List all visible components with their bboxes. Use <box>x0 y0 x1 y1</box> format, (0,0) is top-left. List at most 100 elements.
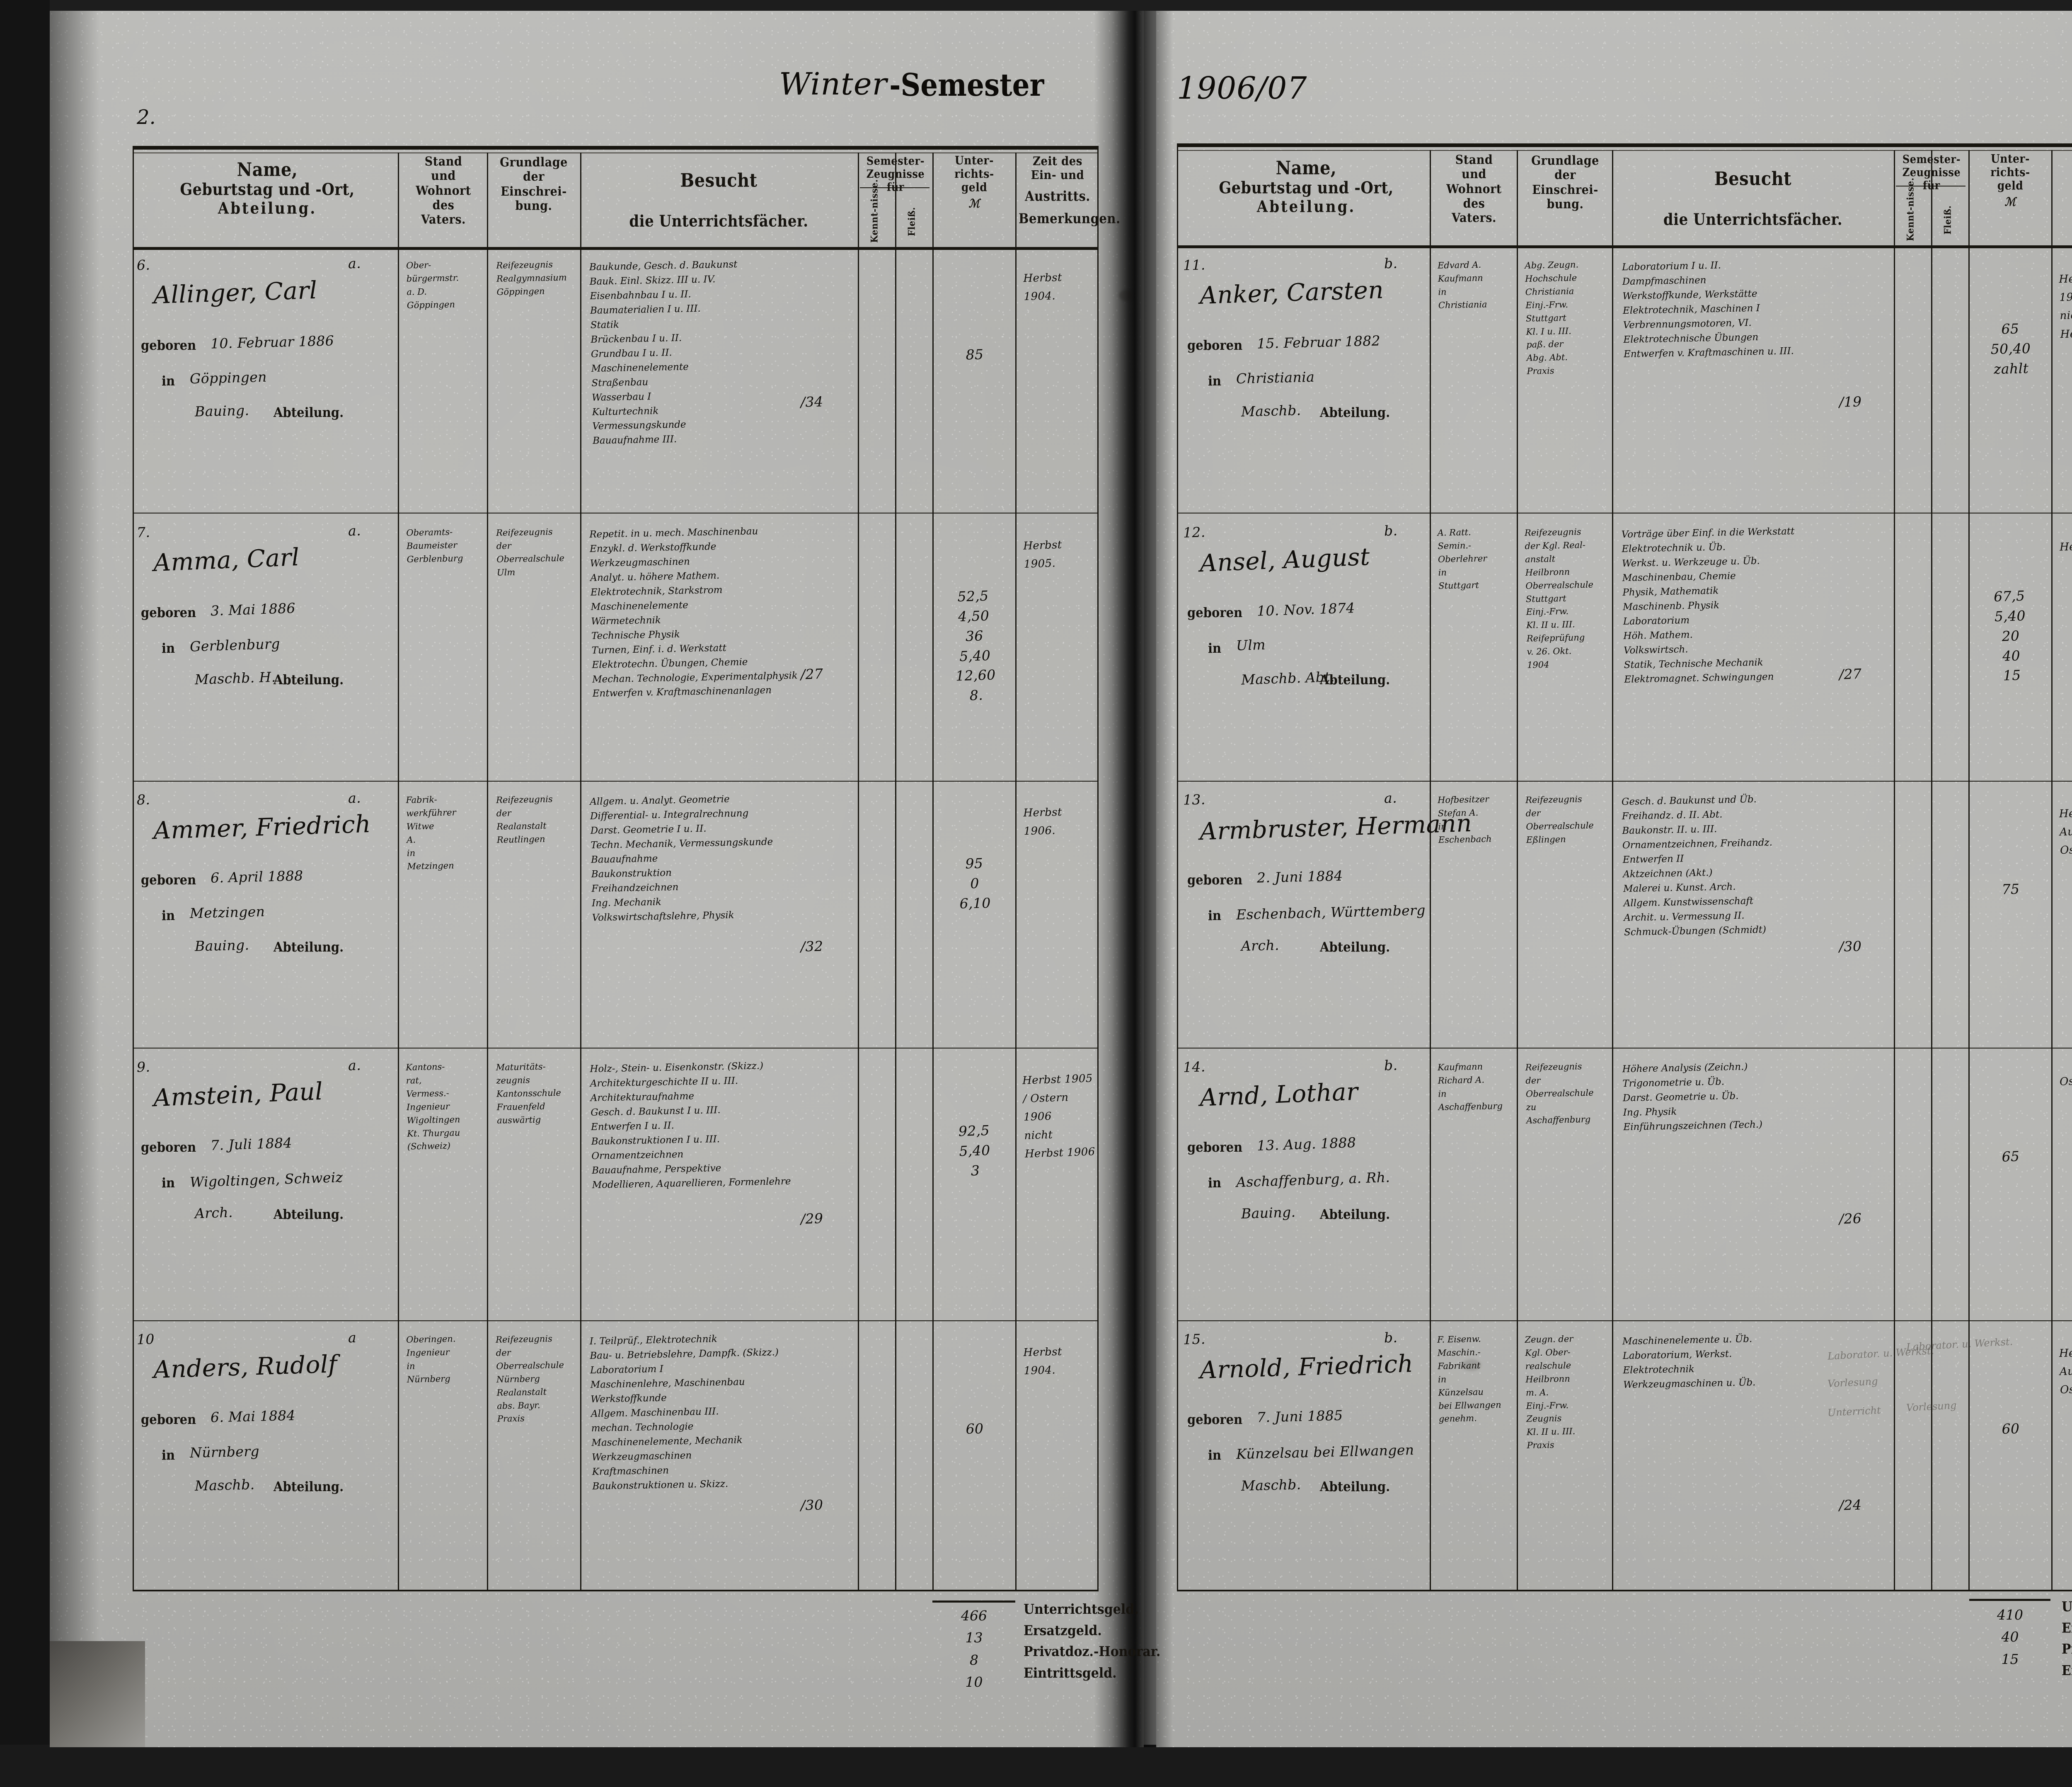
right-row-1-section: b. <box>1384 522 1398 539</box>
right-row-4-birth-date: 7. Juni 1885 <box>1256 1407 1343 1426</box>
left-row-2-tuition: 95 0 6,10 <box>959 855 991 912</box>
left-row-3-remarks: Herbst 1905 / Ostern 1906 nicht Herbst 1… <box>1022 1072 1096 1160</box>
left-row-4-birth-place: Nürnberg <box>189 1443 260 1461</box>
left-row-0-in-label: in <box>162 373 175 389</box>
left-row-4-subject-count: /30 <box>800 1496 823 1513</box>
left-row-0-remarks: Herbst 1904. <box>1023 271 1063 303</box>
left-row-0-abteilung-value: Bauing. <box>194 402 249 420</box>
right-col-rule-6 <box>1968 150 1970 1590</box>
right-table-top-rule <box>1177 143 2072 147</box>
right-row-4-abteilung-value: Maschb. <box>1241 1476 1302 1494</box>
left-col-rule-5 <box>895 153 896 1590</box>
photo-border-bottom <box>0 1745 2072 1787</box>
ink-blot <box>1119 290 1133 301</box>
right-row-4-father: F. Eisenw. Maschin.- Fabrikant in Künzel… <box>1437 1334 1501 1424</box>
header-name-right: Name, Geburtstag und -Ort, Abteilung. <box>1219 157 1394 216</box>
left-row-3-tuition: 92,5 5,40 3 <box>958 1122 991 1179</box>
left-row-0-section: a. <box>348 255 361 272</box>
left-row-1-remarks: Herbst 1905. <box>1023 538 1063 571</box>
left-row-3-geboren-label: geboren <box>141 1139 196 1155</box>
right-row-4-section: b. <box>1384 1329 1398 1346</box>
left-row-1-subject-count: /27 <box>800 666 823 683</box>
left-col-rule-6 <box>932 153 934 1590</box>
right-header-bottom-rule <box>1177 245 2072 248</box>
right-row-2-number: 13. <box>1183 791 1206 808</box>
right-row-2-abteilung-value: Arch. <box>1241 937 1280 954</box>
left-row-4-tuition: 60 <box>966 1420 984 1437</box>
left-table-top-rule <box>133 146 1098 150</box>
right-row-1-geboren-label: geboren <box>1187 605 1243 620</box>
header-besucht-left: Besucht die Unterrichtsfächer. <box>629 169 808 231</box>
left-row-3-number: 9. <box>136 1058 150 1075</box>
page-number-left: 2. <box>137 106 156 129</box>
right-row-3-abteilung-label: Abteilung. <box>1320 1206 1390 1222</box>
right-row-0-tuition: 65 50,40 zahlt <box>1990 320 2031 377</box>
left-col-rule-4 <box>858 153 859 1590</box>
left-row-3-subjects: Holz-, Stein- u. Eisenkonstr. (Skizz.) A… <box>590 1060 791 1191</box>
title-fraktur-semester: -Semester <box>889 66 1044 104</box>
left-row-4-abteilung-label: Abteilung. <box>274 1479 344 1494</box>
header-stand-left: Stand und Wohnort des Vaters. <box>416 154 471 227</box>
right-row-1-father: A. Ratt. Semin.- Oberlehrer in Stuttgart <box>1437 527 1487 591</box>
right-row-0-grundlage: Abg. Zeugn. Hochschule Christiania Einj.… <box>1525 259 1579 377</box>
left-row-0-birth-place: Göppingen <box>189 368 267 387</box>
left-row-2-subject-count: /32 <box>800 938 823 955</box>
right-row-0-abteilung-value: Maschb. <box>1241 402 1302 420</box>
left-row-4-section: a <box>348 1329 357 1346</box>
right-row-2-father: Hofbesitzer Stefan A. in Eschenbach <box>1437 794 1492 845</box>
right-row-4-grundlage: Zeugn. der Kgl. Ober- realschule Heilbro… <box>1525 1334 1576 1451</box>
left-row-1-birth-date: 3. Mai 1886 <box>210 600 296 619</box>
ink-blot <box>1462 1359 1481 1371</box>
right-row-2-subjects: Gesch. d. Baukunst und Üb. Freihandz. d.… <box>1621 794 1773 938</box>
header-zeit-left: Zeit des Ein- und Austritts. Bemerkungen… <box>1019 154 1121 227</box>
right-row-4-subject-count: /24 <box>1839 1496 1862 1513</box>
left-row-2-father: Fabrik- werkführer Witwe A. in Metzingen <box>406 794 456 872</box>
header-stand-right: Stand und Wohnort des Vaters. <box>1446 153 1502 225</box>
left-row-sep-4 <box>133 1320 1098 1321</box>
right-row-3-in-label: in <box>1208 1175 1222 1191</box>
left-row-3-grundlage: Maturitäts- zeugnis Kantonsschule Frauen… <box>496 1061 562 1126</box>
left-row-4-geboren-label: geboren <box>141 1412 196 1427</box>
title-handwritten-winter: Winter <box>779 66 887 102</box>
header-grundlage-left: Grundlage der Einschrei- bung. <box>500 155 568 213</box>
left-page-shadow <box>50 11 99 1747</box>
header-zeit-right: Zeit des Ein- und Austritts. Bemerkungen… <box>2055 153 2072 211</box>
right-row-2-remarks: Herbst 1903. Ausgetreten Ostern 1907 <box>2059 806 2072 857</box>
left-row-0-number: 6. <box>136 257 150 274</box>
right-row-2-section: a. <box>1384 789 1397 806</box>
left-row-0-birth-date: 10. Februar 1886 <box>210 332 334 352</box>
right-row-0-name: Anker, Carsten <box>1199 276 1384 310</box>
right-row-sep-2 <box>1177 781 2072 782</box>
header-besucht-right: Besucht die Unterrichtsfächer. <box>1663 167 1843 230</box>
right-row-0-number: 11. <box>1183 257 1206 274</box>
left-row-sep-2 <box>133 781 1098 782</box>
right-row-4-in-label: in <box>1208 1447 1222 1463</box>
left-row-1-father: Oberamts- Baumeister Gerblenburg <box>406 527 463 564</box>
right-col-rule-5 <box>1931 150 1932 1590</box>
left-row-3-abteilung-value: Arch. <box>194 1204 233 1222</box>
left-row-1-grundlage: Reifezeugnis der Oberrealschule Ulm <box>496 527 565 578</box>
right-row-2-abteilung-label: Abteilung. <box>1320 939 1390 955</box>
left-row-4-grundlage: Reifezeugnis der Oberrealschule Nürnberg… <box>495 1334 564 1424</box>
left-row-3-in-label: in <box>162 1175 175 1191</box>
header-fleiss-left: Fleiß. <box>906 207 917 237</box>
left-footer-labels: Unterrichtsgeld. Ersatzgeld. Privatdoz.-… <box>1024 1601 1161 1681</box>
left-row-1-in-label: in <box>162 640 175 656</box>
header-zeugnisse-left: Semester- Zeugnisse für <box>866 154 925 194</box>
right-row-sep-4 <box>1177 1320 2072 1321</box>
right-row-0-father: Edvard A. Kaufmann in Christiania <box>1437 259 1487 310</box>
right-table-bottom-rule <box>1177 1590 2072 1591</box>
right-row-3-grundlage: Reifezeugnis der Oberrealschule zu Ascha… <box>1525 1061 1594 1126</box>
left-row-1-section: a. <box>348 522 361 539</box>
left-row-0-geboren-label: geboren <box>141 337 196 353</box>
right-row-2-in-label: in <box>1208 908 1222 923</box>
right-row-1-birth-date: 10. Nov. 1874 <box>1256 600 1356 619</box>
left-row-2-birth-date: 6. April 1888 <box>210 867 303 886</box>
title-year: 1906/07 <box>1177 70 1307 106</box>
left-col-rule-1 <box>398 153 399 1590</box>
left-row-0-name: Allinger, Carl <box>153 276 318 310</box>
left-table-bottom-rule <box>133 1590 1098 1591</box>
right-col-rule-1 <box>1430 150 1431 1590</box>
right-row-3-father: Kaufmann Richard A. in Aschaffenburg <box>1437 1061 1503 1112</box>
left-row-2-subjects: Allgem. u. Analyt. Geometrie Differentia… <box>590 794 773 923</box>
